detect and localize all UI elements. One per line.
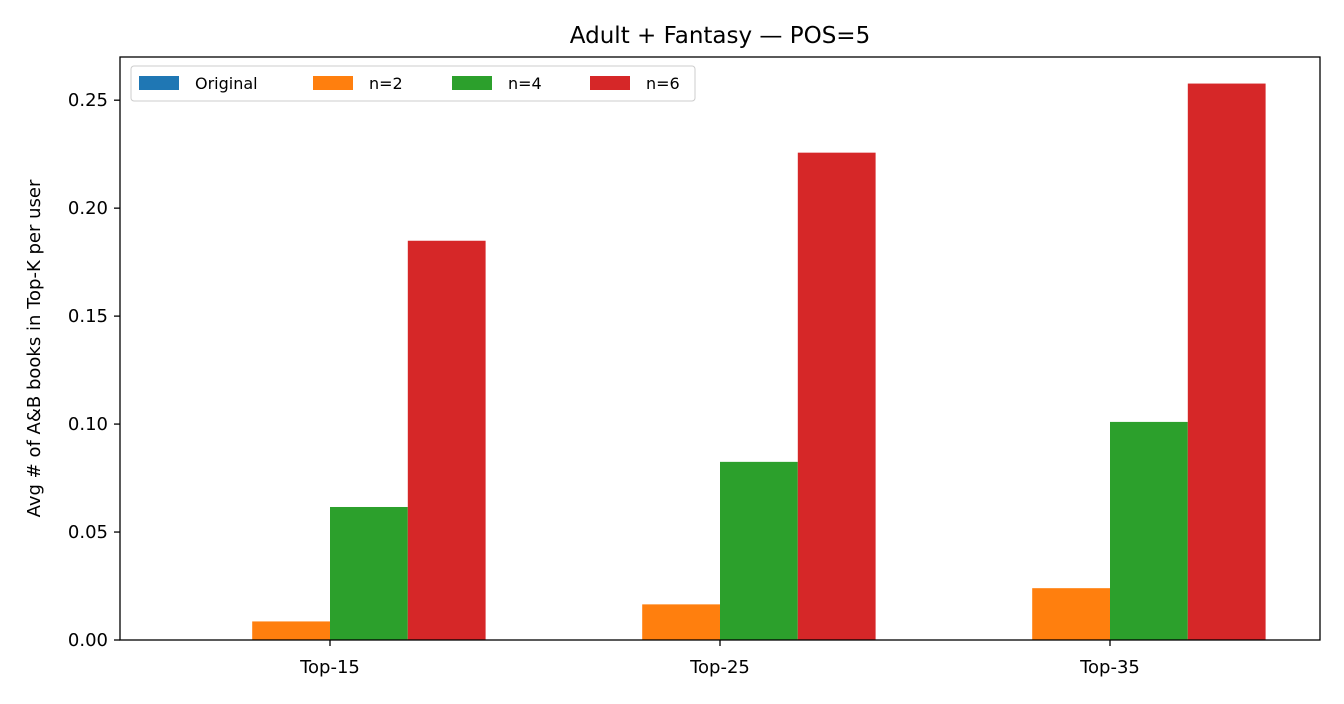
legend-label-n4: n=4	[508, 74, 542, 93]
bar-n4-top-35	[1110, 421, 1188, 640]
bar-n4-top-15	[330, 506, 408, 640]
bar-n6-top-15	[407, 240, 486, 640]
chart-title: Adult + Fantasy — POS=5	[570, 23, 870, 49]
legend: Original n=2 n=4 n=6	[130, 65, 696, 102]
legend-swatch-n2	[313, 76, 353, 90]
bar-n2-top-15	[252, 621, 330, 640]
legend-swatch-n6	[590, 76, 630, 90]
y-tick-label: 0.00	[68, 630, 108, 651]
bar-n6-top-25	[797, 152, 876, 640]
x-tick-label: Top-25	[689, 657, 750, 678]
legend-box	[130, 65, 696, 102]
y-axis: 0.00 0.05 0.10 0.15 0.20 0.25	[68, 90, 120, 651]
bar-n2-top-25	[642, 604, 720, 640]
legend-label-n2: n=2	[369, 74, 403, 93]
x-axis: Top-15 Top-25 Top-35	[299, 640, 1140, 678]
legend-label-original: Original	[195, 74, 258, 93]
y-tick-label: 0.10	[68, 414, 108, 435]
legend-swatch-original	[139, 76, 179, 90]
bars-group	[252, 83, 1266, 640]
y-axis-label: Avg # of A&B books in Top-K per user	[24, 179, 45, 517]
y-tick-label: 0.25	[68, 90, 108, 111]
legend-swatch-n4	[452, 76, 492, 90]
y-tick-label: 0.15	[68, 306, 108, 327]
bar-n4-top-25	[720, 461, 798, 640]
y-tick-label: 0.05	[68, 522, 108, 543]
x-tick-label: Top-15	[299, 657, 360, 678]
x-tick-label: Top-35	[1079, 657, 1140, 678]
y-tick-label: 0.20	[68, 198, 108, 219]
legend-label-n6: n=6	[646, 74, 680, 93]
bar-n2-top-35	[1032, 588, 1110, 640]
bar-n6-top-35	[1187, 83, 1266, 640]
